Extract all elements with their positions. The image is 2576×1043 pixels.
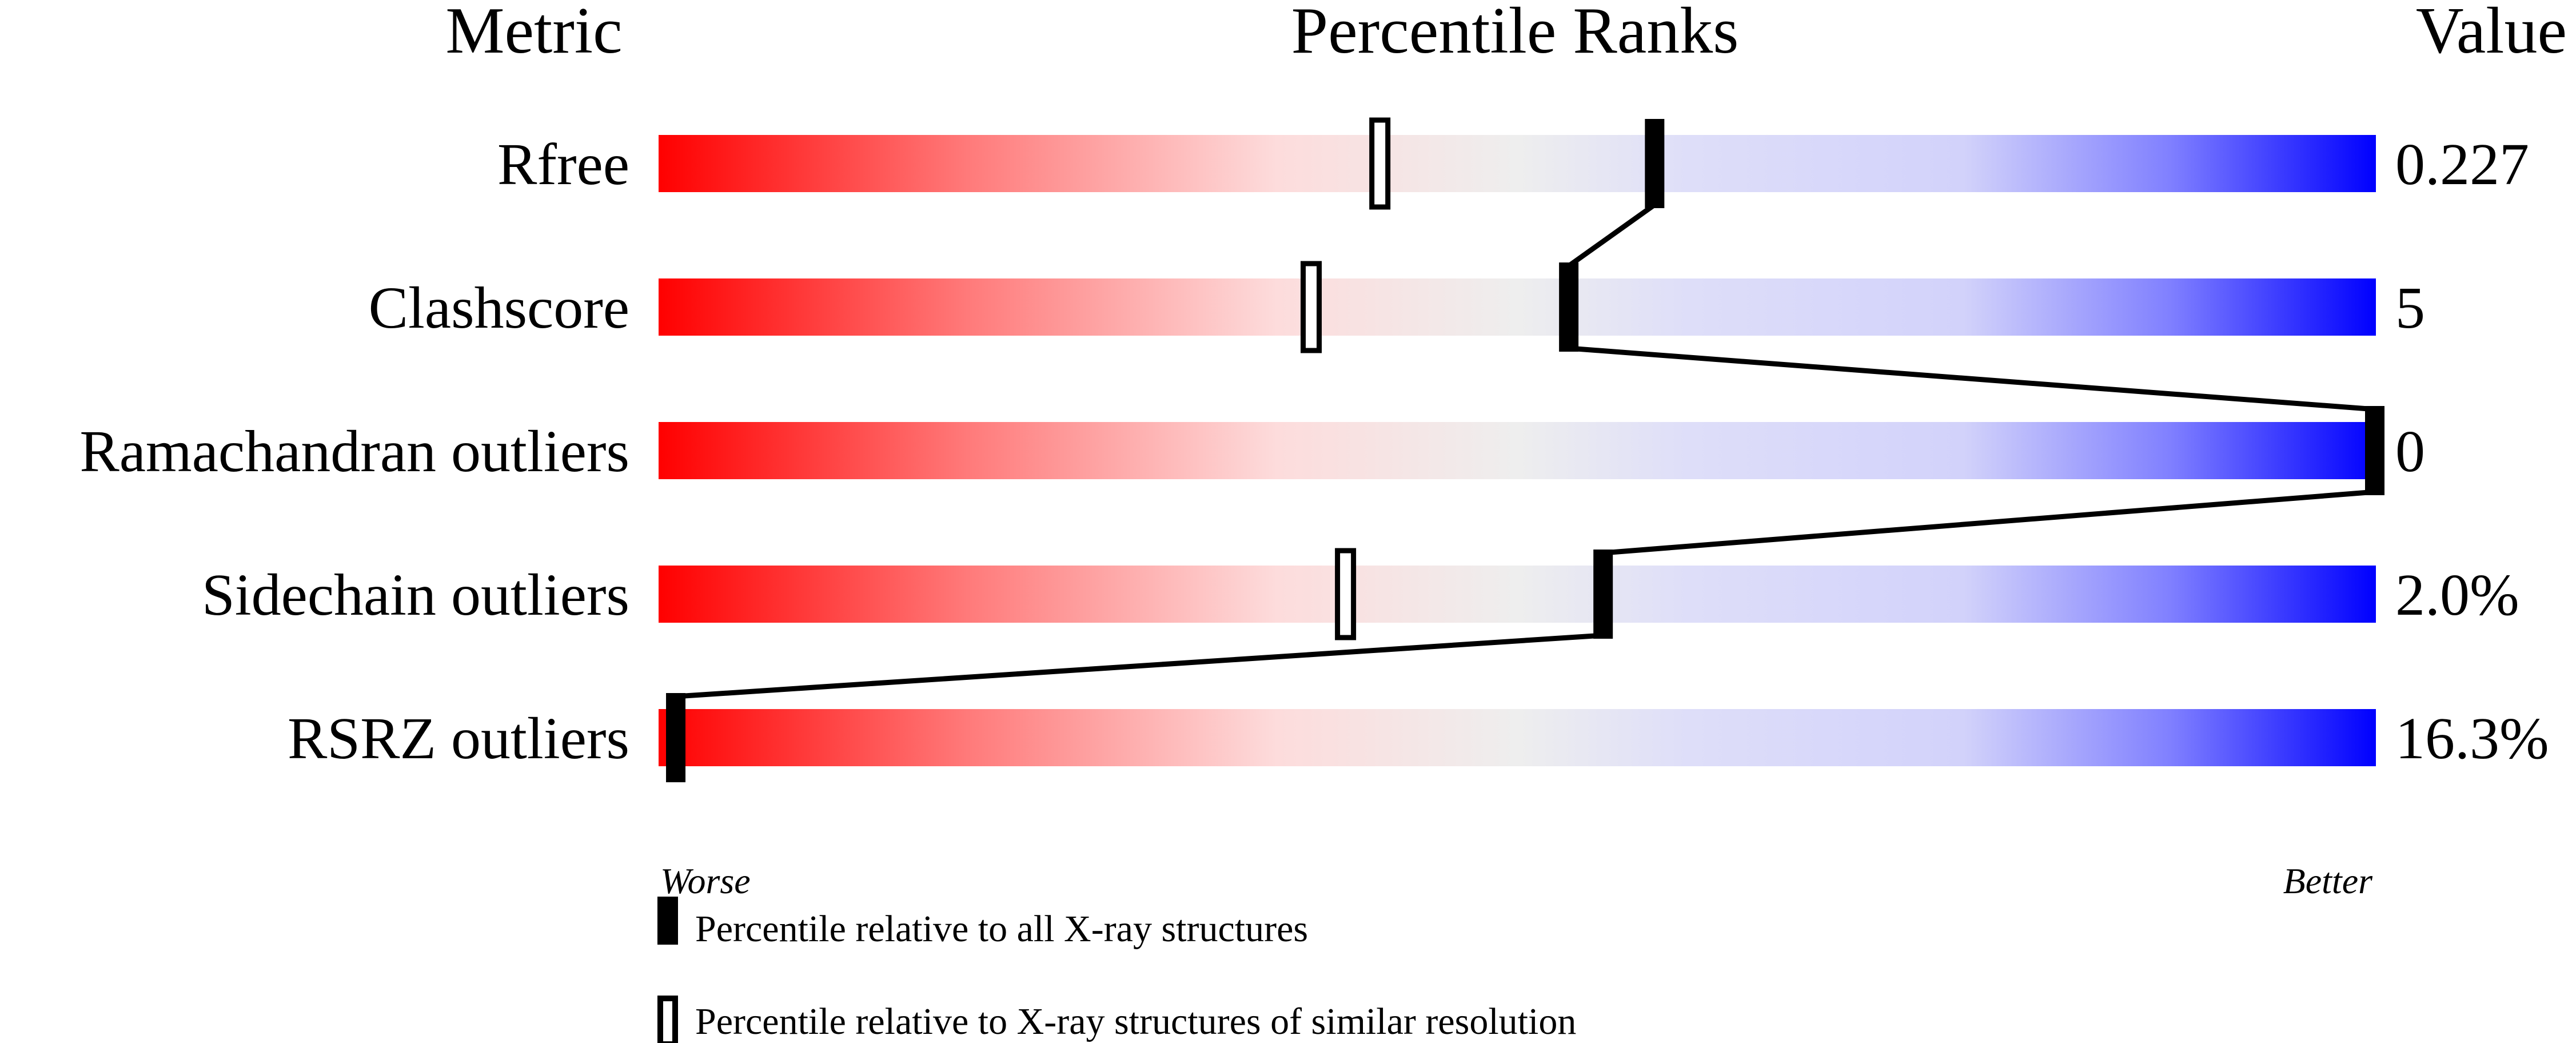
all-structures-marker: [666, 693, 686, 782]
percentile-bar: [659, 422, 2376, 479]
connector-line: [1568, 345, 2376, 412]
metric-label: Rfree: [497, 132, 629, 197]
connector-line: [1567, 202, 1656, 268]
metric-label: Sidechain outliers: [202, 562, 629, 628]
similar-resolution-marker: [1301, 261, 1322, 353]
percentile-bar: [659, 278, 2376, 336]
metric-value: 0.227: [2395, 132, 2529, 197]
percentile-bar: [659, 709, 2376, 766]
legend-similar-label: Percentile relative to X-ray structures …: [695, 1001, 1576, 1042]
metric-label: Ramachandran outliers: [79, 419, 629, 484]
metric-value: 2.0%: [2395, 562, 2519, 628]
similar-resolution-marker: [1369, 117, 1391, 210]
similar-resolution-marker: [1335, 548, 1357, 640]
value-header: Value: [2416, 0, 2567, 67]
percentile-header: Percentile Ranks: [1291, 0, 1739, 67]
legend-all-label: Percentile relative to all X-ray structu…: [695, 908, 1308, 950]
rows: Rfree 0.227 Clashscore 5 Ramachandran outlie…: [79, 117, 2549, 782]
legend-similar-swatch: [657, 996, 678, 1043]
all-structures-marker: [1593, 550, 1613, 639]
all-structures-marker: [1559, 262, 1579, 352]
metric-value: 0: [2395, 419, 2425, 484]
connector-line: [675, 632, 1604, 699]
all-structures-marker: [2365, 406, 2384, 495]
metric-value: 16.3%: [2395, 706, 2549, 771]
metric-header: Metric: [445, 0, 622, 67]
connector-line: [1602, 489, 2376, 556]
better-label: Better: [2283, 861, 2373, 901]
all-structures-marker: [1645, 119, 1665, 208]
percentile-bar: [659, 135, 2376, 192]
percentile-bar: [659, 566, 2376, 623]
legend-all-swatch: [657, 897, 678, 945]
metric-label: RSRZ outliers: [288, 706, 629, 771]
metric-value: 5: [2395, 275, 2425, 341]
metric-label: Clashscore: [369, 275, 629, 341]
worse-label: Worse: [660, 861, 751, 901]
